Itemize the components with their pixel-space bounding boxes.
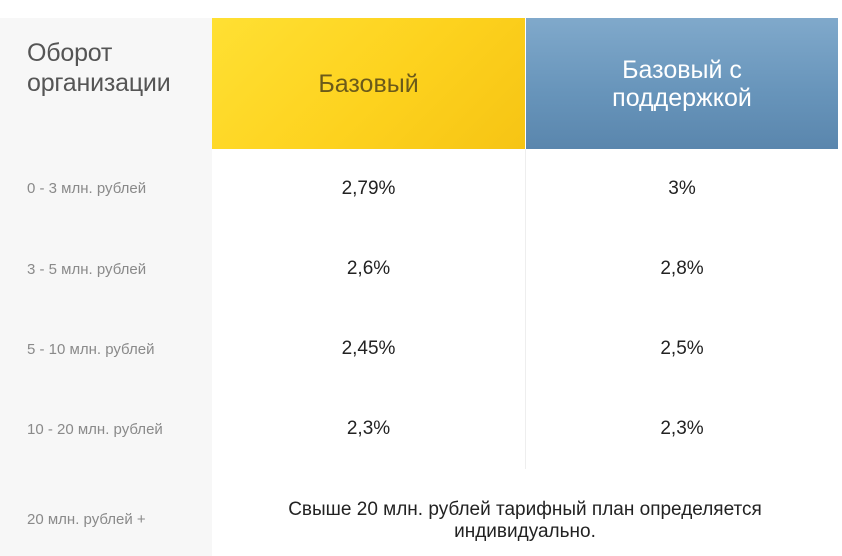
row-range-label: 10 - 20 млн. рублей <box>27 421 163 438</box>
rate-support: 2,3% <box>660 418 704 439</box>
rate-support: 2,5% <box>660 338 704 359</box>
turnover-column <box>0 18 212 556</box>
row-range-label: 0 - 3 млн. рублей <box>27 180 147 197</box>
turnover-header: Оборот организации <box>27 38 171 98</box>
row-range-label: 5 - 10 млн. рублей <box>27 341 155 358</box>
row-range-label: 20 млн. рублей + <box>27 511 146 528</box>
individual-plan-note-line2: индивидуально. <box>454 521 596 542</box>
rate-basic: 2,6% <box>346 258 391 279</box>
plan-header-basic-support: Базовый с поддержкой <box>526 18 838 149</box>
row-range-label: 3 - 5 млн. рублей <box>27 261 147 278</box>
rate-basic: 2,3% <box>346 418 391 439</box>
rate-support: 2,8% <box>660 258 704 279</box>
rate-basic: 2,79% <box>341 178 396 199</box>
column-divider <box>525 149 526 469</box>
rate-basic: 2,45% <box>341 338 396 359</box>
plan-support-title-line1: Базовый с <box>622 55 742 84</box>
plan-support-title-line2: поддержкой <box>612 83 752 112</box>
plan-basic-title: Базовый <box>318 69 419 98</box>
individual-plan-note: Свыше 20 млн. рублей тарифный план опред… <box>212 499 838 543</box>
turnover-header-line1: Оборот <box>27 39 113 67</box>
individual-plan-note-line1: Свыше 20 млн. рублей тарифный план опред… <box>288 499 762 520</box>
turnover-header-line2: организации <box>27 69 171 97</box>
rate-support: 3% <box>668 178 696 199</box>
plan-header-basic: Базовый <box>212 18 525 149</box>
